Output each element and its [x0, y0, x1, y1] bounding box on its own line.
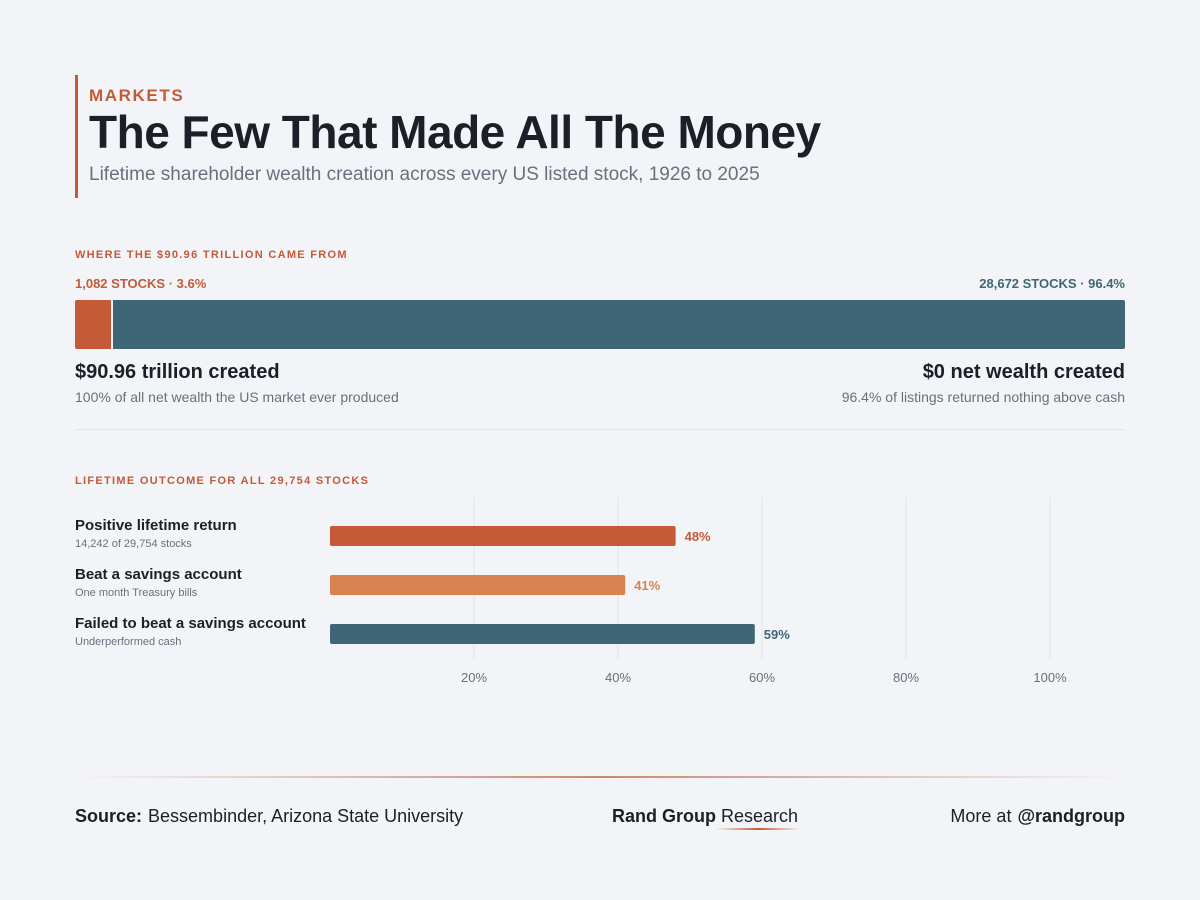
source-text: Bessembinder, Arizona State University — [148, 806, 464, 826]
category-sublabel: 14,242 of 29,754 stocks — [75, 538, 192, 550]
bar — [330, 624, 755, 644]
source-label: Source: — [75, 806, 143, 826]
category-sublabel: Underperformed cash — [75, 636, 182, 648]
section-divider — [75, 429, 1125, 430]
bar-value-label: 48% — [685, 529, 711, 544]
kicker: MARKETS — [89, 86, 185, 105]
page-title: The Few That Made All The Money — [89, 106, 821, 158]
x-tick-label: 20% — [461, 670, 487, 685]
brand-underline — [716, 828, 800, 830]
brand-regular: Research — [721, 806, 799, 826]
category-label: Failed to beat a savings account — [75, 615, 306, 632]
stack-segment-remaining-stocks — [112, 300, 1125, 349]
wealth-stacked-bar — [75, 300, 1125, 349]
stack-caption-right: 28,672 STOCKS · 96.4% — [979, 276, 1125, 291]
bar-value-label: 41% — [634, 578, 660, 593]
footer-more[interactable]: More at @randgroup — [950, 806, 1125, 827]
footer-rule — [75, 776, 1125, 778]
summary-created-head: $90.96 trillion created — [75, 361, 280, 383]
bar — [330, 575, 626, 595]
stack-caption-left: 1,082 STOCKS · 3.6% — [75, 276, 207, 291]
header: MARKETS The Few That Made All The Money … — [75, 75, 1075, 198]
x-tick-label: 60% — [749, 670, 775, 685]
wealth-section-label: WHERE THE $90.96 TRILLION CAME FROM — [75, 249, 348, 261]
bar-value-label: 59% — [764, 627, 790, 642]
summary-created-sub: 100% of all net wealth the US market eve… — [75, 389, 399, 405]
stack-segment-top-stocks — [75, 300, 113, 349]
bar — [330, 526, 676, 546]
category-label: Beat a savings account — [75, 566, 242, 583]
x-tick-label: 100% — [1033, 670, 1067, 685]
summary-zero-head: $0 net wealth created — [922, 361, 1125, 383]
social-handle-link[interactable]: @randgroup — [1017, 806, 1125, 826]
x-tick-label: 80% — [893, 670, 919, 685]
outcome-section-label: LIFETIME OUTCOME FOR ALL 29,754 STOCKS — [75, 475, 370, 487]
summary-zero-sub: 96.4% of listings returned nothing above… — [841, 389, 1125, 405]
brand-bold: Rand Group — [612, 806, 716, 826]
brand-logo: Rand Group Research — [612, 806, 798, 827]
category-sublabel: One month Treasury bills — [75, 587, 198, 599]
x-tick-label: 40% — [605, 670, 631, 685]
category-label: Positive lifetime return — [75, 517, 237, 534]
footer-source: Source: Bessembinder, Arizona State Unive… — [75, 806, 463, 827]
more-label: More at — [950, 806, 1012, 826]
page-subtitle: Lifetime shareholder wealth creation acr… — [89, 164, 760, 185]
